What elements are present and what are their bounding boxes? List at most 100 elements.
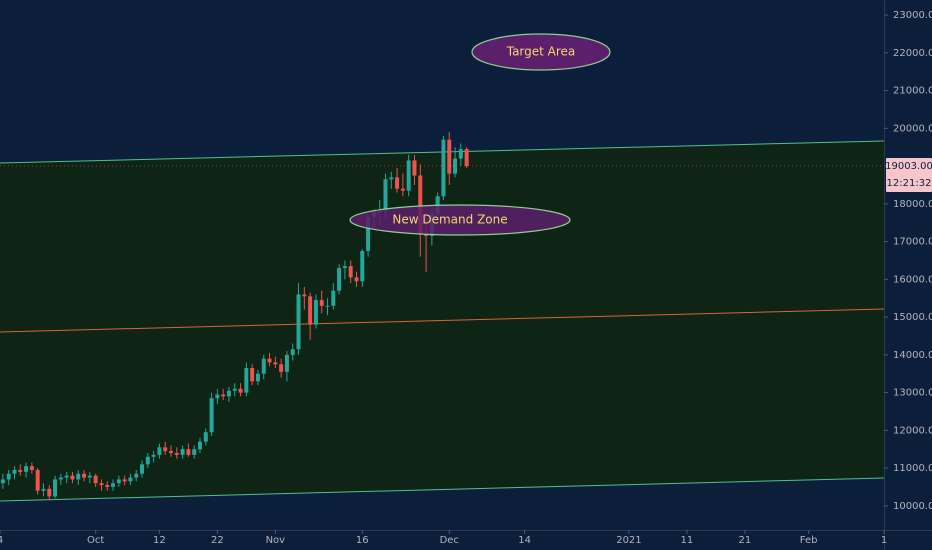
candle-body [35, 469, 40, 491]
candle-body [406, 160, 411, 191]
y-tick-label: 22000.00 [893, 48, 932, 59]
price-axis [884, 0, 932, 550]
countdown: 12:21:32 [887, 178, 932, 189]
candle-body [418, 175, 423, 235]
candle-body [47, 488, 52, 497]
candle-body [93, 475, 98, 484]
candle-body [111, 483, 116, 487]
candle-body [389, 177, 394, 180]
candle-body [12, 469, 17, 474]
candle-body [348, 266, 353, 278]
y-tick-label: 14000.00 [893, 350, 932, 361]
candle-body [0, 479, 5, 484]
y-tick-label: 13000.00 [893, 388, 932, 399]
candle-body [302, 294, 307, 297]
candle-body [174, 452, 179, 455]
candle-body [232, 388, 237, 391]
demand-zone-ellipse [349, 204, 571, 236]
y-tick-label: 20000.00 [893, 123, 932, 134]
candle-body [29, 466, 34, 470]
candle-body [319, 300, 324, 306]
candle-body [58, 477, 63, 480]
candle-body [134, 473, 139, 478]
candle-body [238, 388, 243, 393]
annotation: Target Area [506, 45, 576, 59]
x-tick-label: 22 [211, 535, 224, 546]
candle-body [41, 488, 46, 491]
candle-body [453, 158, 458, 174]
candle-body [424, 234, 429, 236]
x-tick-label: Dec [440, 535, 459, 546]
candle-body [296, 294, 301, 350]
candle-body [400, 188, 405, 191]
candle-body [87, 475, 92, 478]
candle-body [99, 483, 104, 486]
candle-body [18, 469, 23, 472]
y-tick-label: 12000.00 [893, 425, 932, 436]
candle-body [192, 449, 197, 455]
candle-body [261, 358, 266, 374]
candle-body [128, 477, 133, 482]
channel-lower [0, 477, 885, 502]
candle-body [151, 454, 156, 457]
candle-body [290, 349, 295, 355]
candle-body [255, 373, 260, 382]
candle-body [331, 290, 336, 306]
candle-body [145, 456, 150, 465]
candle-body [313, 300, 318, 325]
candle-body [209, 398, 214, 433]
y-tick-label: 16000.00 [893, 274, 932, 285]
candle-body [395, 177, 400, 189]
y-tick-label: 21000.00 [893, 86, 932, 97]
candle-body [250, 368, 255, 382]
candle-body [308, 296, 313, 325]
candle-body [116, 479, 121, 484]
candle-body [284, 354, 289, 372]
x-tick-label: 14 [518, 535, 531, 546]
candle-body [105, 485, 110, 487]
candle-body [163, 447, 168, 452]
y-tick-label: 17000.00 [893, 237, 932, 248]
y-tick-label: 10000.00 [893, 501, 932, 512]
candle-body [441, 139, 446, 197]
candle-body [122, 479, 127, 482]
x-tick-label: 2021 [616, 535, 641, 546]
x-tick-label: 12 [153, 535, 166, 546]
candle-body [140, 464, 145, 474]
x-tick-label: Oct [87, 535, 104, 546]
last-price-label: 19003.00 [885, 161, 932, 172]
candle-body [412, 160, 417, 176]
y-tick-label: 23000.00 [893, 10, 932, 21]
candle-body [279, 364, 284, 372]
candle-body [366, 217, 371, 252]
candle-body [53, 479, 58, 497]
candle-body [221, 394, 226, 397]
candle-body [215, 394, 220, 399]
target-area-ellipse [471, 33, 611, 71]
candle-body [76, 473, 81, 480]
time-axis [0, 530, 932, 550]
candle-body [64, 475, 69, 478]
y-tick-label: 11000.00 [893, 463, 932, 474]
candle-body [244, 368, 249, 393]
candle-body [337, 268, 342, 291]
last-price-box [886, 157, 932, 192]
candle-body [82, 473, 87, 478]
candle-body [6, 473, 11, 480]
candle-body [70, 475, 75, 480]
candle-body [342, 266, 347, 269]
annotation: New Demand Zone [392, 213, 507, 227]
y-tick-label: 18000.00 [893, 199, 932, 210]
candle-body [226, 390, 231, 397]
candle-body [169, 451, 174, 453]
candle-body [180, 449, 185, 455]
candle-body [447, 139, 452, 174]
candle-body [186, 449, 191, 455]
x-tick-label: Feb [800, 535, 818, 546]
candle-body [383, 179, 388, 212]
candle-body [273, 362, 278, 365]
candle-body [325, 305, 330, 307]
candle-body [157, 447, 162, 455]
channel-middle [0, 308, 885, 333]
